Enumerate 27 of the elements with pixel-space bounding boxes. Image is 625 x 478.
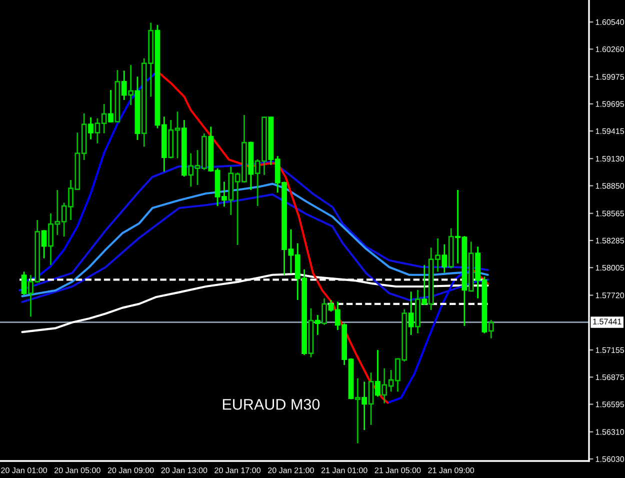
y-tick-label: 1.59975 — [596, 74, 624, 80]
x-tick-label: 21 Jan 05:00 — [374, 467, 421, 474]
y-tick-label: 1.59415 — [596, 128, 624, 134]
y-tick-label: 1.56310 — [596, 429, 624, 435]
y-tick-label: 1.57155 — [596, 347, 624, 353]
y-tick-label: 1.58005 — [596, 264, 624, 271]
x-tick-label: 21 Jan 01:00 — [321, 467, 368, 474]
y-tick-label: 1.59695 — [596, 101, 624, 107]
y-tick-label: 1.58850 — [596, 183, 624, 189]
x-tick-label: 20 Jan 01:00 — [1, 467, 47, 474]
x-tick-label: 20 Jan 21:00 — [268, 467, 314, 474]
y-tick-label: 1.60540 — [596, 19, 624, 25]
x-tick-label: 21 Jan 09:00 — [428, 467, 474, 474]
x-tick-label: 20 Jan 17:00 — [214, 467, 261, 474]
x-tick-label: 20 Jan 13:00 — [161, 467, 208, 474]
y-tick-label: 1.58285 — [596, 238, 624, 244]
y-tick-label: 1.56595 — [596, 402, 624, 408]
x-tick-label: 20 Jan 05:00 — [54, 467, 100, 474]
y-tick-label: 1.60260 — [596, 46, 624, 52]
annotation: EURAUD M30 — [222, 398, 320, 410]
y-tick-label: 1.58565 — [596, 210, 624, 216]
y-tick-label: 1.56030 — [596, 456, 624, 462]
y-tick-label: 1.56875 — [596, 374, 624, 380]
y-tick-label: 1.59130 — [596, 156, 624, 162]
ref-line-label: 1.57441 — [593, 318, 622, 324]
y-tick-label: 1.57720 — [596, 292, 624, 298]
x-tick-label: 20 Jan 09:00 — [108, 467, 154, 474]
